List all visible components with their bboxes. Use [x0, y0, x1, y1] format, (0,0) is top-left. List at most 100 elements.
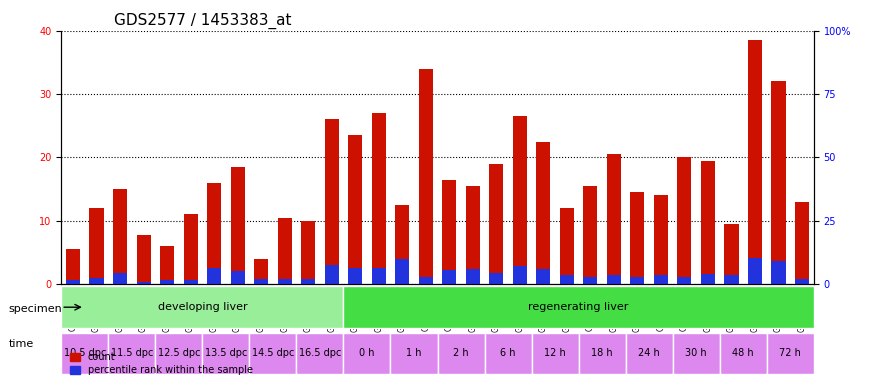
FancyBboxPatch shape	[626, 333, 673, 374]
Bar	[301, 279, 315, 284]
Bar	[701, 161, 715, 284]
Bar	[536, 142, 550, 284]
FancyBboxPatch shape	[108, 333, 156, 374]
FancyBboxPatch shape	[720, 333, 766, 374]
Bar	[772, 81, 786, 284]
Bar	[748, 40, 762, 284]
Bar	[724, 224, 738, 284]
Bar	[184, 214, 198, 284]
Bar	[160, 246, 174, 284]
FancyBboxPatch shape	[390, 333, 438, 374]
Bar	[277, 279, 291, 284]
Bar	[396, 259, 410, 284]
Bar	[348, 135, 362, 284]
Text: GDS2577 / 1453383_at: GDS2577 / 1453383_at	[114, 13, 291, 29]
FancyBboxPatch shape	[532, 333, 578, 374]
Text: 1 h: 1 h	[406, 348, 422, 358]
Bar	[231, 167, 245, 284]
Text: 18 h: 18 h	[592, 348, 612, 358]
Bar	[113, 189, 127, 284]
Bar	[442, 270, 457, 284]
Text: 0 h: 0 h	[360, 348, 374, 358]
Bar	[160, 280, 174, 284]
FancyBboxPatch shape	[578, 333, 626, 374]
Bar	[584, 186, 598, 284]
Bar	[560, 275, 574, 284]
FancyBboxPatch shape	[202, 333, 249, 374]
Bar	[536, 269, 550, 284]
FancyBboxPatch shape	[438, 333, 485, 374]
Bar	[560, 208, 574, 284]
Bar	[724, 275, 738, 284]
FancyBboxPatch shape	[344, 333, 390, 374]
Bar	[607, 275, 621, 284]
FancyBboxPatch shape	[297, 333, 344, 374]
Text: 24 h: 24 h	[638, 348, 660, 358]
Bar	[372, 113, 386, 284]
Bar	[795, 279, 809, 284]
Bar	[254, 279, 269, 284]
Bar	[277, 218, 291, 284]
Bar	[66, 280, 80, 284]
FancyBboxPatch shape	[673, 333, 720, 374]
Text: 10.5 dpc: 10.5 dpc	[64, 348, 106, 358]
Bar	[607, 154, 621, 284]
Bar	[136, 235, 150, 284]
FancyBboxPatch shape	[249, 333, 297, 374]
Text: 14.5 dpc: 14.5 dpc	[252, 348, 294, 358]
Bar	[748, 258, 762, 284]
Text: 12.5 dpc: 12.5 dpc	[158, 348, 200, 358]
Bar	[348, 268, 362, 284]
Text: developing liver: developing liver	[158, 302, 247, 312]
Bar	[442, 180, 457, 284]
Bar	[113, 273, 127, 284]
Bar	[772, 262, 786, 284]
Bar	[207, 183, 221, 284]
Text: 48 h: 48 h	[732, 348, 754, 358]
Bar	[677, 157, 691, 284]
Text: 11.5 dpc: 11.5 dpc	[110, 348, 153, 358]
Bar	[207, 268, 221, 284]
Bar	[489, 273, 503, 284]
Text: time: time	[9, 339, 34, 349]
Bar	[466, 269, 480, 284]
Bar	[372, 268, 386, 284]
Text: 72 h: 72 h	[780, 348, 802, 358]
FancyBboxPatch shape	[344, 286, 814, 328]
Bar	[231, 271, 245, 284]
Bar	[89, 278, 103, 284]
Bar	[654, 195, 668, 284]
Bar	[89, 208, 103, 284]
Bar	[396, 205, 410, 284]
Bar	[654, 275, 668, 284]
Bar	[254, 259, 269, 284]
Bar	[489, 164, 503, 284]
Legend: count, percentile rank within the sample: count, percentile rank within the sample	[66, 348, 256, 379]
FancyBboxPatch shape	[61, 286, 344, 328]
Bar	[66, 249, 80, 284]
Bar	[513, 266, 527, 284]
Text: 12 h: 12 h	[544, 348, 566, 358]
Bar	[630, 276, 645, 284]
FancyBboxPatch shape	[766, 333, 814, 374]
Bar	[325, 265, 339, 284]
FancyBboxPatch shape	[61, 333, 108, 374]
Text: 6 h: 6 h	[500, 348, 515, 358]
Bar	[466, 186, 480, 284]
Bar	[584, 276, 598, 284]
Bar	[630, 192, 645, 284]
Text: 13.5 dpc: 13.5 dpc	[205, 348, 247, 358]
Bar	[301, 221, 315, 284]
Text: 2 h: 2 h	[453, 348, 469, 358]
Text: 16.5 dpc: 16.5 dpc	[298, 348, 341, 358]
Text: specimen: specimen	[9, 304, 62, 314]
FancyBboxPatch shape	[156, 333, 202, 374]
Bar	[325, 119, 339, 284]
Bar	[795, 202, 809, 284]
Bar	[419, 69, 433, 284]
Bar	[513, 116, 527, 284]
Bar	[419, 276, 433, 284]
Bar	[184, 280, 198, 284]
Bar	[701, 274, 715, 284]
FancyBboxPatch shape	[485, 333, 532, 374]
